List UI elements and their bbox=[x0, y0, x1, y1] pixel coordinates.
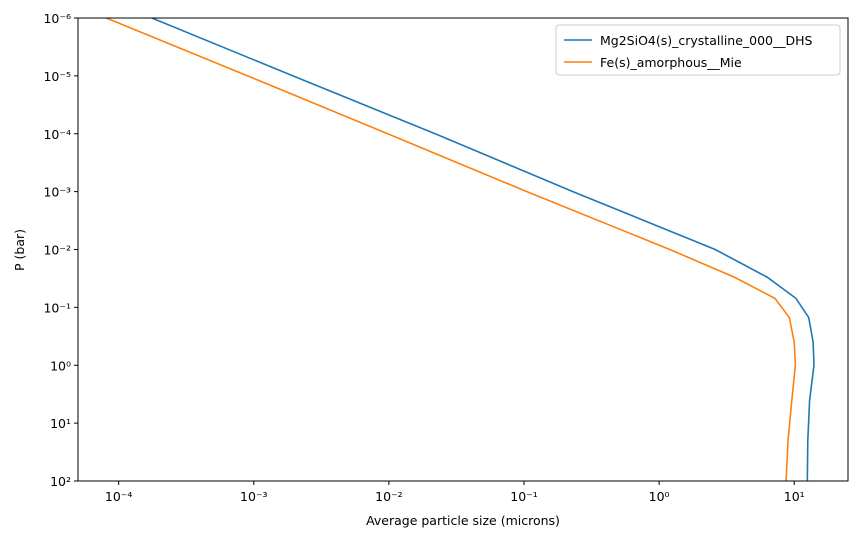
series-line bbox=[151, 18, 815, 481]
y-tick-label: 10¹ bbox=[50, 416, 71, 431]
x-tick-label: 10⁻¹ bbox=[510, 489, 538, 504]
y-tick-label: 10⁻¹ bbox=[43, 300, 71, 315]
y-tick-label: 10⁻⁵ bbox=[43, 69, 71, 84]
series-line bbox=[106, 18, 797, 481]
legend-box bbox=[555, 24, 841, 76]
y-axis-label: P (bar) bbox=[12, 229, 27, 271]
plot-frame bbox=[77, 17, 849, 482]
x-tick-label: 10¹ bbox=[784, 489, 805, 504]
y-tick-label: 10⁻⁶ bbox=[43, 11, 71, 26]
y-tick-label: 10⁻² bbox=[43, 243, 71, 258]
x-tick-label: 10⁰ bbox=[649, 489, 670, 504]
y-tick-label: 10⁻⁴ bbox=[43, 127, 71, 142]
x-axis-label: Average particle size (microns) bbox=[366, 513, 560, 528]
y-tick-label: 10² bbox=[50, 474, 71, 489]
x-tick-label: 10⁻³ bbox=[240, 489, 268, 504]
y-tick-label: 10⁰ bbox=[50, 358, 71, 373]
legend-label: Fe(s)_amorphous__Mie bbox=[600, 55, 742, 70]
x-tick-label: 10⁻⁴ bbox=[105, 489, 133, 504]
x-tick-label: 10⁻² bbox=[375, 489, 403, 504]
y-tick-label: 10⁻³ bbox=[43, 185, 71, 200]
legend-label: Mg2SiO4(s)_crystalline_000__DHS bbox=[600, 33, 813, 48]
